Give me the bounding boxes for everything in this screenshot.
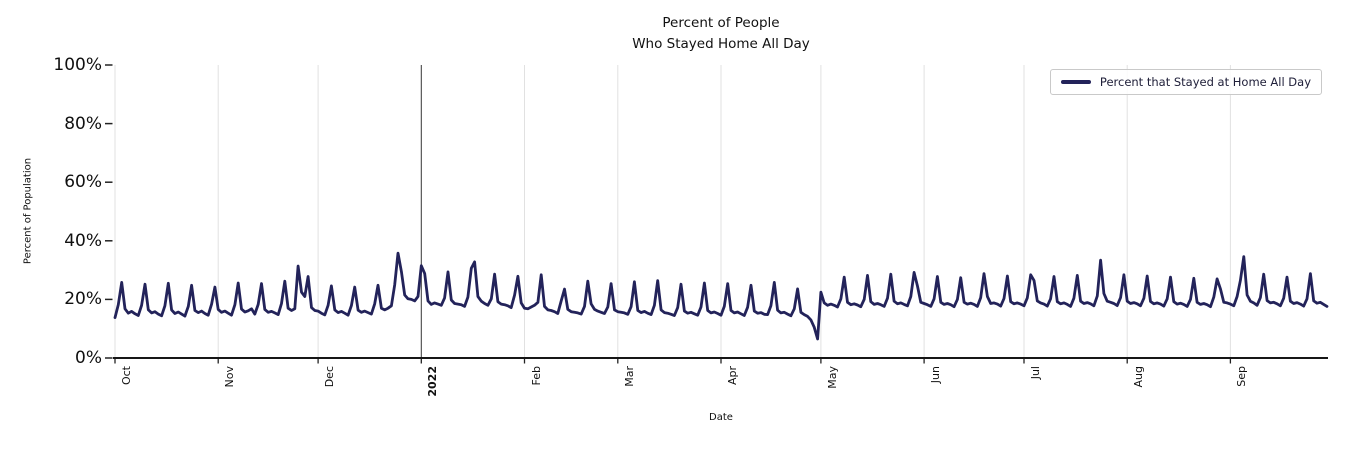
x-tick-label-may: May <box>826 366 839 389</box>
chart-title-line2: Who Stayed Home All Day <box>632 36 810 52</box>
y-tick-label: 60% <box>64 172 102 192</box>
y-tick-label: 100% <box>53 55 102 75</box>
y-tick-label: 80% <box>64 114 102 134</box>
legend-line-swatch <box>1060 80 1091 84</box>
percent-stayed-home-line <box>113 251 1329 341</box>
chart-title-line1: Percent of People <box>662 15 780 31</box>
x-tick-label-aug: Aug <box>1132 366 1145 388</box>
legend-box: Percent that Stayed at Home All Day <box>1049 69 1322 95</box>
x-tick-label-mar: Mar <box>623 366 636 387</box>
y-tick-label: 0% <box>75 348 102 368</box>
y-axis-title: Percent of Population <box>22 157 34 265</box>
chart-title: Percent of People Who Stayed Home All Da… <box>115 13 1327 55</box>
x-tick-label-apr: Apr <box>726 366 739 386</box>
x-tick-label-2022: 2022 <box>426 366 439 397</box>
legend-label: Percent that Stayed at Home All Day <box>1099 75 1311 89</box>
x-tick-label-dec: Dec <box>323 366 336 388</box>
x-tick-label-feb: Feb <box>530 366 543 386</box>
axis-tick-marks <box>105 64 1232 364</box>
x-tick-label-jul: Jul <box>1029 366 1042 380</box>
x-tick-label-sep: Sep <box>1235 366 1248 387</box>
x-tick-label-oct: Oct <box>120 366 133 386</box>
x-tick-label-jun: Jun <box>929 366 942 384</box>
data-line-series <box>113 251 1329 341</box>
x-axis-title: Date <box>709 412 733 423</box>
x-tick-label-nov: Nov <box>223 366 236 388</box>
y-tick-label: 40% <box>64 231 102 251</box>
y-tick-label: 20% <box>64 289 102 309</box>
